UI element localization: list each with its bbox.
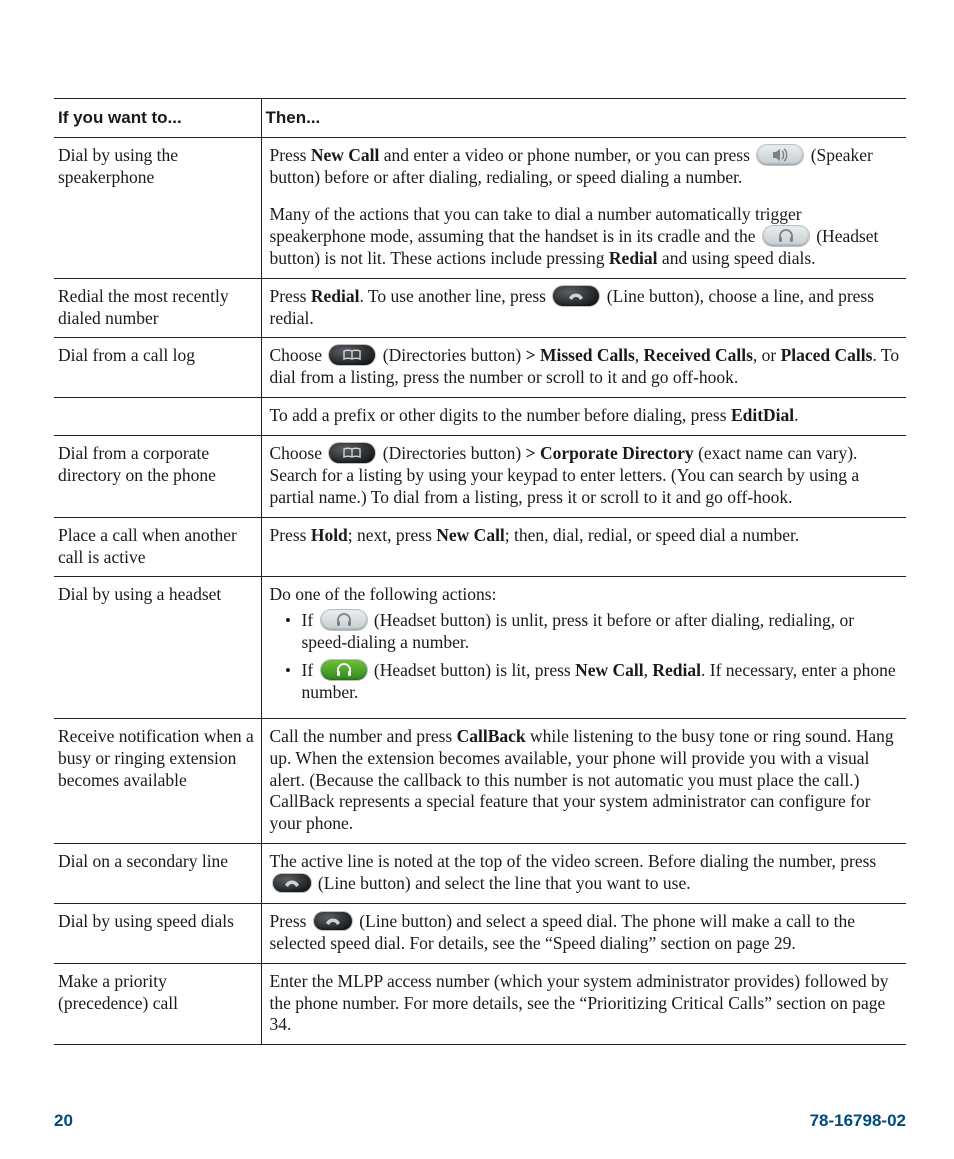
paragraph: To add a prefix or other digits to the n… — [270, 405, 903, 427]
line_sm-icon — [314, 912, 352, 930]
headset_grey-icon — [763, 226, 809, 246]
paragraph: Press Redial. To use another line, press… — [270, 286, 903, 330]
col-header-left: If you want to... — [54, 99, 261, 138]
instruction-table: If you want to... Then... Dial by using … — [54, 98, 906, 1045]
cell-right: Call the number and press CallBack while… — [261, 718, 906, 843]
directories-icon — [329, 443, 375, 463]
headset_grey-icon — [321, 610, 367, 630]
cell-left: Dial by using a headset — [54, 577, 261, 718]
cell-right: Press New Call and enter a video or phon… — [261, 138, 906, 197]
table-header-row: If you want to... Then... — [54, 99, 906, 138]
line_sm-icon — [273, 874, 311, 892]
cell-left: Dial by using the speakerphone — [54, 138, 261, 197]
paragraph: Call the number and press CallBack while… — [270, 726, 903, 835]
table-row: Place a call when another call is active… — [54, 517, 906, 577]
paragraph: Choose (Directories button) > Corporate … — [270, 443, 903, 509]
page-number: 20 — [54, 1110, 73, 1131]
paragraph: Do one of the following actions: — [270, 584, 903, 606]
cell-left — [54, 398, 261, 436]
cell-right: Do one of the following actions: If (Head… — [261, 577, 906, 718]
table-row: Redial the most recently dialed numberPr… — [54, 278, 906, 338]
paragraph: Press (Line button) and select a speed d… — [270, 911, 903, 955]
bullet-item: If (Headset button) is lit, press New Ca… — [300, 660, 903, 704]
table-row: Dial from a call logChoose (Directories … — [54, 338, 906, 398]
table-row: Dial by using a headsetDo one of the fol… — [54, 577, 906, 718]
paragraph: Press New Call and enter a video or phon… — [270, 145, 903, 189]
table-row: Dial by using speed dialsPress (Line but… — [54, 903, 906, 963]
cell-right: To add a prefix or other digits to the n… — [261, 398, 906, 436]
line-icon — [553, 286, 599, 306]
paragraph: Choose (Directories button) > Missed Cal… — [270, 345, 903, 389]
table-row: Make a priority (precedence) callEnter t… — [54, 963, 906, 1045]
document-number: 78-16798-02 — [810, 1110, 906, 1131]
table-row: To add a prefix or other digits to the n… — [54, 398, 906, 436]
cell-right: Many of the actions that you can take to… — [261, 197, 906, 278]
speaker-icon — [757, 145, 803, 165]
cell-left: Dial from a call log — [54, 338, 261, 398]
bullet-list: If (Headset button) is unlit, press it b… — [270, 610, 903, 704]
cell-right: The active line is noted at the top of t… — [261, 844, 906, 904]
table-row: Many of the actions that you can take to… — [54, 197, 906, 278]
cell-right: Press Redial. To use another line, press… — [261, 278, 906, 338]
cell-left: Redial the most recently dialed number — [54, 278, 261, 338]
directories-icon — [329, 345, 375, 365]
table-row: Dial from a corporate directory on the p… — [54, 436, 906, 518]
cell-left: Dial from a corporate directory on the p… — [54, 436, 261, 518]
cell-left: Place a call when another call is active — [54, 517, 261, 577]
paragraph: Press Hold; next, press New Call; then, … — [270, 525, 903, 547]
headset_green-icon — [321, 660, 367, 680]
cell-right: Choose (Directories button) > Corporate … — [261, 436, 906, 518]
cell-right: Choose (Directories button) > Missed Cal… — [261, 338, 906, 398]
paragraph: The active line is noted at the top of t… — [270, 851, 903, 895]
cell-left: Receive notification when a busy or ring… — [54, 718, 261, 843]
table-row: Receive notification when a busy or ring… — [54, 718, 906, 843]
paragraph: Enter the MLPP access number (which your… — [270, 971, 903, 1037]
bullet-item: If (Headset button) is unlit, press it b… — [300, 610, 903, 654]
cell-right: Press Hold; next, press New Call; then, … — [261, 517, 906, 577]
page: If you want to... Then... Dial by using … — [0, 0, 954, 1159]
cell-left: Make a priority (precedence) call — [54, 963, 261, 1045]
table-row: Dial by using the speakerphonePress New … — [54, 138, 906, 197]
col-header-right: Then... — [261, 99, 906, 138]
paragraph: Many of the actions that you can take to… — [270, 204, 903, 270]
cell-right: Enter the MLPP access number (which your… — [261, 963, 906, 1045]
cell-left: Dial on a secondary line — [54, 844, 261, 904]
cell-right: Press (Line button) and select a speed d… — [261, 903, 906, 963]
cell-left — [54, 197, 261, 278]
table-row: Dial on a secondary lineThe active line … — [54, 844, 906, 904]
page-footer: 20 78-16798-02 — [54, 1110, 906, 1131]
cell-left: Dial by using speed dials — [54, 903, 261, 963]
